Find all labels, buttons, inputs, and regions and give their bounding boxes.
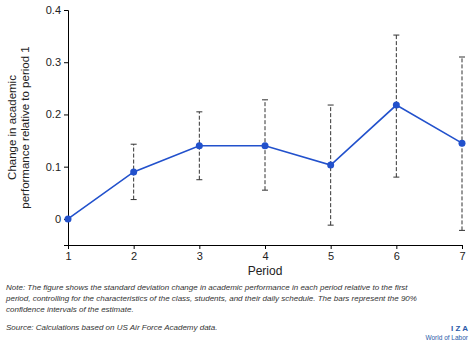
x-tick-mark (134, 245, 135, 249)
logo: World of Labor (425, 334, 468, 341)
x-tick-label: 7 (459, 250, 465, 262)
point (65, 215, 72, 222)
x-tick-mark (68, 245, 69, 249)
error-bar (393, 35, 399, 177)
y-tick-mark (64, 10, 68, 11)
y-tick-mark (64, 62, 68, 63)
x-tick-mark (265, 245, 266, 249)
note: period, controlling for the characterist… (5, 294, 417, 303)
error-bar (459, 57, 465, 230)
y-tick-label: 0 (55, 213, 61, 225)
point (130, 168, 137, 175)
x-axis-title: Period (248, 264, 283, 278)
error-cap-high (196, 111, 202, 112)
x-tick-mark (199, 245, 200, 249)
y-axis-title: performance relative to period 1 (19, 46, 31, 208)
x-tick-label: 3 (197, 250, 203, 262)
y-tick: 0.3 (46, 56, 68, 68)
x-tick: 6 (394, 245, 400, 262)
error-cap-high (459, 57, 465, 58)
error-cap-high (262, 99, 268, 100)
marks (65, 35, 466, 230)
x-tick-label: 2 (131, 250, 137, 262)
y-tick-mark (64, 114, 68, 115)
note: Note: The figure shows the standard devi… (6, 283, 408, 292)
source: Source: Calculations based on US Air For… (6, 323, 218, 332)
error-cap-low (328, 225, 334, 226)
y-tick-label: 0.1 (46, 161, 61, 173)
x-tick: 7 (459, 245, 465, 262)
error-bar (262, 100, 268, 190)
y-axis-line (64, 11, 69, 246)
x-tick: 2 (131, 245, 137, 262)
x-axis: 1 2 3 4 5 6 7 (65, 245, 465, 262)
point (327, 162, 334, 169)
y-tick-label: 0.3 (46, 56, 61, 68)
point (196, 142, 203, 149)
point (393, 102, 400, 109)
x-tick-mark (331, 245, 332, 249)
x-tick-label: 6 (394, 250, 400, 262)
error-cap-high (328, 105, 334, 106)
error-bar (328, 105, 334, 225)
x-tick-label: 4 (262, 250, 268, 262)
x-tick: 4 (262, 245, 268, 262)
error-cap-low (196, 179, 202, 180)
error-cap-high (393, 35, 399, 36)
y-axis-title: Change in academic (6, 75, 18, 180)
logo: I Z A (451, 324, 468, 333)
x-tick-mark (396, 245, 397, 249)
error-bar (196, 112, 202, 180)
point (459, 140, 466, 147)
error-bar (131, 144, 137, 199)
x-axis-line (69, 246, 463, 250)
y-axis: 0 0.1 0.2 0.3 0.4 (46, 4, 69, 245)
plot: 0 0.1 0.2 0.3 0.4 1 2 3 4 5 6 7 (46, 4, 466, 262)
error-cap-low (459, 230, 465, 231)
error-cap-low (131, 199, 137, 200)
x-tick-label: 5 (328, 250, 334, 262)
y-tick: 0.1 (46, 161, 68, 173)
x-tick-label: 1 (65, 250, 71, 262)
line (68, 105, 462, 219)
x-tick: 5 (328, 245, 334, 262)
y-tick: 0.2 (46, 108, 68, 120)
y-tick-label: 0.2 (46, 108, 61, 120)
x-tick-mark (462, 245, 463, 249)
chart: 0 0.1 0.2 0.3 0.4 1 2 3 4 5 6 7 Period Change in acad… (0, 0, 474, 344)
y-tick-label: 0.4 (46, 4, 61, 16)
note: confidence intervals of the estimate. (6, 305, 134, 314)
point (262, 142, 269, 149)
x-tick: 1 (65, 245, 71, 262)
error-cap-high (131, 144, 137, 145)
y-tick: 0.4 (46, 4, 68, 16)
error-cap-low (393, 177, 399, 178)
error-cap-low (262, 190, 268, 191)
x-tick: 3 (197, 245, 203, 262)
y-tick-mark (64, 167, 68, 168)
